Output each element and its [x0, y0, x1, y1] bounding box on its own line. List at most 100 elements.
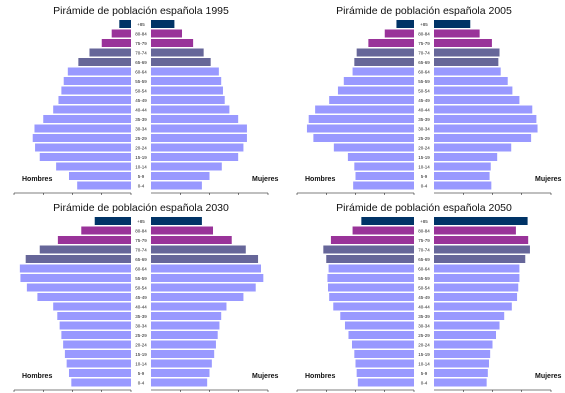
bar-mujeres-5-9 — [434, 172, 490, 180]
bar-mujeres-60-64 — [434, 264, 520, 273]
bar-mujeres-10-14 — [434, 359, 489, 368]
age-group-label: 75-79 — [135, 238, 147, 243]
age-group-label: 65-69 — [135, 60, 147, 65]
bar-mujeres-75-79 — [434, 236, 529, 244]
age-group-label: 30-34 — [135, 127, 147, 132]
age-group-label: 35-39 — [418, 117, 430, 122]
age-group-label: 45-49 — [135, 295, 147, 300]
bar-mujeres-50-54 — [151, 86, 223, 95]
chart-title: Pirámide de población española 2030 — [53, 202, 229, 214]
age-group-label: 80-84 — [418, 32, 430, 37]
bar-hombres-75-79 — [57, 236, 131, 244]
bar-mujeres-10-14 — [151, 359, 212, 368]
age-group-label: 45-49 — [135, 98, 147, 103]
age-group-label: 35-39 — [135, 117, 147, 122]
bar-mujeres-80-84 — [151, 29, 183, 38]
bar-mujeres-40-44 — [434, 302, 512, 311]
bar-mujeres-55-59 — [434, 77, 508, 85]
bar-hombres-15-19 — [39, 153, 131, 161]
age-group-label: 45-49 — [418, 98, 430, 103]
bar-hombres-10-14 — [66, 359, 131, 368]
bar-hombres-20-24 — [63, 340, 131, 349]
age-group-label: 15-19 — [418, 155, 430, 160]
bar-hombres-70-74 — [89, 48, 131, 57]
age-group-label: 65-69 — [418, 60, 430, 65]
right-series-label: Mujeres — [535, 176, 562, 183]
bar-hombres-60-64 — [352, 67, 414, 76]
age-group-label: 35-39 — [135, 314, 147, 319]
bar-mujeres-5-9 — [151, 369, 210, 377]
age-group-label: 40-44 — [135, 108, 147, 113]
age-group-label: 75-79 — [418, 238, 430, 243]
bar-hombres-50-54 — [26, 283, 131, 292]
bar-mujeres-+85 — [151, 217, 202, 225]
bar-hombres-70-74 — [39, 245, 131, 254]
bar-mujeres-50-54 — [434, 283, 519, 292]
bar-hombres-5-9 — [355, 172, 414, 180]
bar-mujeres-80-84 — [434, 226, 516, 235]
age-group-label: 75-79 — [418, 41, 430, 46]
bar-mujeres-70-74 — [434, 48, 500, 57]
bar-mujeres-0-4 — [434, 181, 492, 190]
bar-hombres-55-59 — [327, 274, 414, 282]
bar-hombres-25-29 — [313, 134, 414, 142]
bar-mujeres-20-24 — [434, 340, 493, 349]
age-group-label: 50-54 — [135, 286, 147, 291]
bar-mujeres-45-49 — [151, 96, 225, 104]
age-group-label: +85 — [420, 219, 428, 224]
age-group-label: +85 — [420, 22, 428, 27]
age-group-label: 60-64 — [135, 70, 147, 75]
bar-hombres-20-24 — [333, 143, 414, 152]
pyramid-chart-2030: Pirámide de población española 2030 0-4 5-… — [13, 202, 279, 392]
right-series-label: Mujeres — [252, 373, 279, 380]
bar-mujeres-45-49 — [434, 293, 518, 301]
bar-mujeres-+85 — [434, 217, 528, 225]
left-series-label: Hombres — [305, 373, 335, 380]
age-group-label: 60-64 — [418, 267, 430, 272]
bar-mujeres-60-64 — [151, 67, 219, 76]
bar-hombres-70-74 — [356, 48, 414, 57]
bar-mujeres-65-69 — [151, 58, 211, 66]
bar-mujeres-65-69 — [434, 255, 526, 263]
bar-hombres-45-49 — [329, 293, 414, 301]
bar-mujeres-75-79 — [151, 236, 232, 244]
bar-hombres-40-44 — [333, 302, 414, 311]
bar-hombres-55-59 — [343, 77, 414, 85]
bar-mujeres-15-19 — [151, 153, 239, 161]
bar-hombres-0-4 — [71, 378, 131, 387]
age-group-label: 25-29 — [418, 136, 430, 141]
bar-mujeres-30-34 — [434, 124, 538, 133]
bar-mujeres-40-44 — [151, 105, 230, 114]
age-group-label: 70-74 — [135, 248, 147, 253]
bar-hombres-55-59 — [20, 274, 132, 282]
bar-hombres-25-29 — [61, 331, 132, 339]
bar-hombres-+85 — [119, 20, 131, 28]
bar-hombres-60-64 — [19, 264, 132, 273]
age-group-label: 80-84 — [135, 229, 147, 234]
bar-mujeres-70-74 — [151, 245, 246, 254]
bar-hombres-10-14 — [354, 162, 414, 171]
bar-hombres-15-19 — [64, 350, 131, 358]
bar-mujeres-25-29 — [434, 134, 532, 142]
bar-mujeres-25-29 — [151, 331, 218, 339]
pyramid-chart-1995: Pirámide de población española 1995 0-4 5-… — [13, 5, 279, 195]
bar-hombres-50-54 — [61, 86, 132, 95]
bar-hombres-45-49 — [37, 293, 131, 301]
age-group-label: 5-9 — [138, 371, 145, 376]
age-group-label: 75-79 — [135, 41, 147, 46]
bar-mujeres-30-34 — [434, 321, 500, 330]
bar-hombres-30-34 — [306, 124, 414, 133]
bar-hombres-75-79 — [368, 39, 414, 47]
bar-hombres-35-39 — [308, 115, 414, 123]
pyramid-panel-2005: Pirámide de población española 2005 0-4 5-… — [283, 0, 565, 196]
bar-mujeres-70-74 — [434, 245, 530, 254]
bar-hombres-+85 — [94, 217, 131, 225]
bar-hombres-30-34 — [34, 124, 131, 133]
age-group-label: 65-69 — [418, 257, 430, 262]
bar-hombres-80-84 — [384, 29, 414, 38]
bar-hombres-40-44 — [315, 105, 414, 114]
chart-title: Pirámide de población española 1995 — [53, 5, 229, 17]
bar-mujeres-65-69 — [151, 255, 259, 263]
right-series-label: Mujeres — [252, 176, 279, 183]
bar-hombres-20-24 — [35, 143, 132, 152]
